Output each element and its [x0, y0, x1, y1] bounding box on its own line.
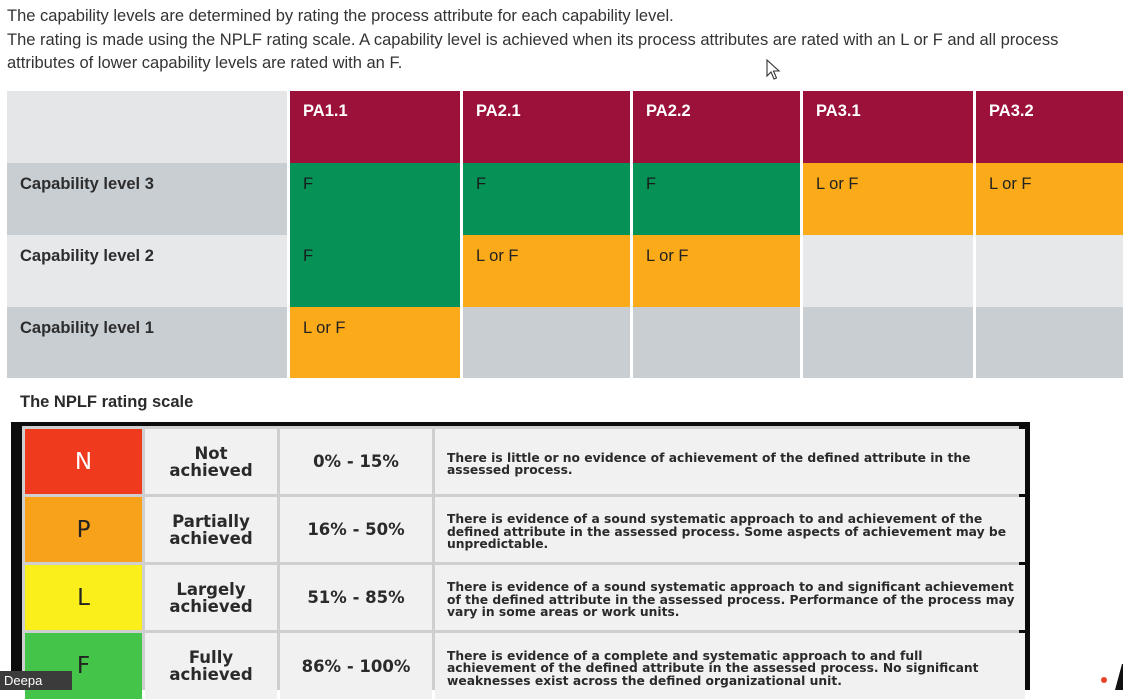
rating-description-text: There is evidence of a sound systematic … — [447, 580, 1015, 620]
rating-description-text: There is little or no evidence of achiev… — [447, 450, 971, 477]
rating-label: Fully achieved — [145, 633, 277, 699]
recording-dot-icon — [1101, 677, 1107, 683]
rating-label: Largely achieved — [145, 565, 277, 630]
rating-description: There is evidence of a complete and syst… — [435, 633, 1025, 699]
empty-cell — [976, 235, 1123, 307]
empty-cell — [633, 307, 800, 378]
rating-label-line-2: achieved — [169, 460, 253, 480]
rating-cell: F — [463, 163, 630, 235]
rating-label-line-1: Partially — [172, 511, 250, 531]
rating-cell: L or F — [803, 163, 973, 235]
corner-cell — [7, 91, 287, 163]
empty-cell — [976, 307, 1123, 378]
rating-label-line-2: achieved — [169, 528, 253, 548]
rating-label: Not achieved — [145, 429, 277, 494]
column-header: PA2.1 — [463, 91, 630, 163]
rating-range: 16% - 50% — [280, 497, 432, 562]
capability-table: PA1.1 PA2.1 PA2.2 PA3.1 PA3.2 Capability… — [7, 91, 1123, 381]
rating-label-line-2: achieved — [169, 596, 253, 616]
rating-description-text: There is evidence of a sound systematic … — [447, 512, 1007, 552]
rating-description: There is evidence of a sound systematic … — [435, 497, 1025, 562]
intro-line-2: The rating is made using the NPLF rating… — [7, 30, 1059, 73]
rating-label: Partially achieved — [145, 497, 277, 562]
rating-letter-l: L — [25, 565, 142, 630]
intro-text: The capability levels are determined by … — [7, 5, 1117, 76]
row-label: Capability level 2 — [7, 235, 287, 307]
nplf-scale-table: N Not achieved 0% - 15% There is little o… — [22, 426, 1025, 699]
rating-label-line-1: Not — [194, 443, 228, 463]
row-label: Capability level 3 — [7, 163, 287, 235]
rating-letter-p: P — [25, 497, 142, 562]
intro-line-1: The capability levels are determined by … — [7, 7, 674, 25]
nplf-title: The NPLF rating scale — [20, 393, 194, 411]
rating-cell: L or F — [633, 235, 800, 307]
rating-cell: F — [290, 163, 460, 235]
empty-cell — [803, 235, 973, 307]
empty-cell — [803, 307, 973, 378]
participant-name-tag: Deepa — [0, 671, 72, 690]
rating-range: 0% - 15% — [280, 429, 432, 494]
slash-mark-icon — [1115, 664, 1123, 690]
column-header: PA1.1 — [290, 91, 460, 163]
rating-cell: L or F — [290, 307, 460, 378]
rating-description: There is little or no evidence of achiev… — [435, 429, 1025, 494]
rating-cell: F — [290, 235, 460, 307]
nplf-scale-frame: N Not achieved 0% - 15% There is little o… — [11, 422, 1030, 699]
rating-letter-n: N — [25, 429, 142, 494]
column-header: PA3.1 — [803, 91, 973, 163]
rating-label-line-2: achieved — [169, 665, 253, 684]
column-header: PA2.2 — [633, 91, 800, 163]
rating-cell: L or F — [463, 235, 630, 307]
rating-label-line-1: Largely — [176, 579, 246, 599]
rating-description-text: There is evidence of a complete and syst… — [447, 648, 979, 688]
rating-description: There is evidence of a sound systematic … — [435, 565, 1025, 630]
empty-cell — [463, 307, 630, 378]
rating-range: 51% - 85% — [280, 565, 432, 630]
row-label: Capability level 1 — [7, 307, 287, 378]
rating-label-line-1: Fully — [188, 648, 234, 667]
column-header: PA3.2 — [976, 91, 1123, 163]
rating-range: 86% - 100% — [280, 633, 432, 699]
rating-cell: L or F — [976, 163, 1123, 235]
mouse-pointer-icon — [766, 59, 781, 80]
rating-cell: F — [633, 163, 800, 235]
